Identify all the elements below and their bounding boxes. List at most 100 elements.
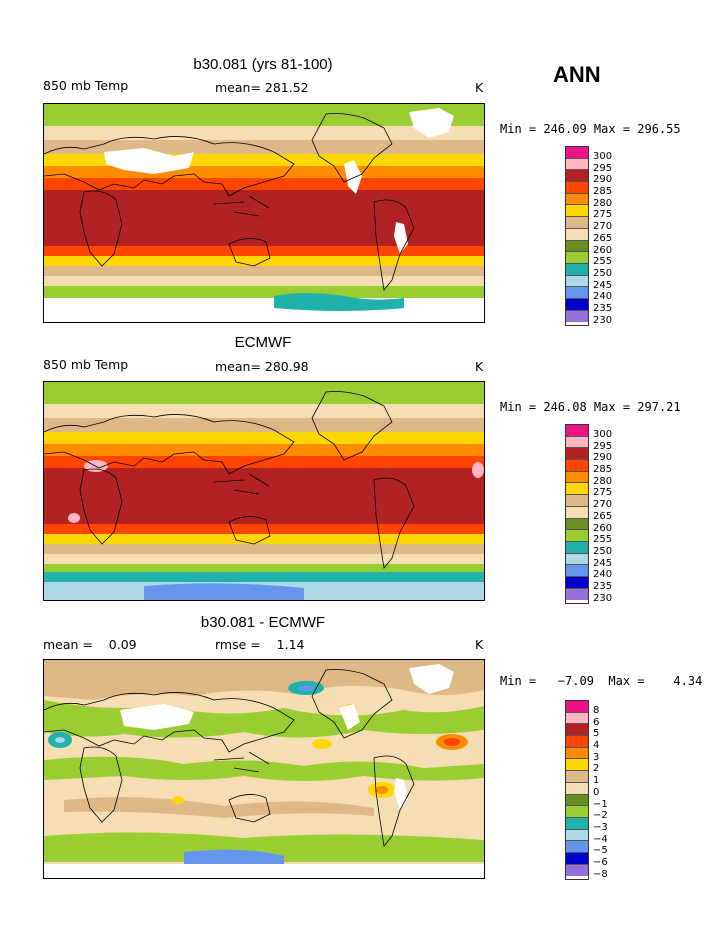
panel1-legend: 300 295 290 285 280 275 270 265 260 255 … — [565, 146, 612, 327]
colorbar-swatch — [566, 771, 588, 783]
panel3-map — [43, 659, 485, 879]
colorbar-swatch — [566, 747, 588, 760]
colorbar-swatch — [566, 864, 588, 877]
colorbar-swatch — [566, 425, 588, 437]
panel3-units: K — [475, 637, 484, 652]
legend-level: 235 — [593, 302, 613, 314]
legend-level: 0 — [593, 786, 600, 798]
colorbar-swatch — [566, 530, 588, 542]
legend-level: 260 — [593, 522, 613, 534]
legend-level: 280 — [593, 197, 613, 209]
colorbar-swatch — [566, 310, 588, 323]
panel3-map-svg — [44, 660, 484, 878]
colorbar-swatch — [566, 506, 588, 519]
legend-level: 285 — [593, 186, 613, 198]
legend-level: 2 — [593, 763, 600, 775]
colorbar-swatch — [566, 252, 588, 264]
legend-level: 300 — [593, 429, 613, 440]
colorbar-swatch — [566, 806, 588, 818]
legend-level: 6 — [593, 716, 600, 728]
colorbar-swatch — [566, 483, 588, 496]
legend-level: 4 — [593, 740, 600, 752]
legend-level: 265 — [593, 232, 613, 244]
colorbar-swatch — [566, 448, 588, 461]
colorbar-swatch — [566, 841, 588, 853]
colorbar-swatch — [566, 852, 588, 865]
legend-level: 8 — [593, 705, 600, 716]
panel1-variable-label: 850 mb Temp — [43, 78, 129, 93]
legend-level: 240 — [593, 569, 613, 581]
colorbar-swatch — [566, 794, 588, 807]
legend-level: 240 — [593, 291, 613, 303]
colorbar-swatch — [566, 588, 588, 601]
panel1-colorbar — [565, 146, 589, 327]
panel3-colorbar — [565, 700, 589, 881]
panel1-title: b30.081 (yrs 81-100) — [193, 56, 333, 73]
legend-level: −5 — [593, 845, 608, 857]
colorbar-swatch — [566, 701, 588, 713]
colorbar-swatch — [566, 576, 588, 589]
legend-level: 1 — [593, 775, 600, 787]
panel2-legend-labels: 300 295 290 285 280 275 270 265 260 255 … — [593, 429, 612, 604]
panel1-minmax: Min = 246.09 Max = 296.55 — [500, 122, 681, 136]
colorbar-swatch — [566, 829, 588, 842]
panel3-minmax: Min = −7.09 Max = 4.34 — [500, 674, 703, 688]
legend-level: 275 — [593, 209, 613, 221]
colorbar-swatch — [566, 287, 588, 299]
legend-level: −4 — [593, 833, 608, 845]
colorbar-swatch — [566, 712, 588, 725]
legend-level: −1 — [593, 798, 608, 810]
legend-level: 270 — [593, 221, 613, 233]
colorbar-swatch — [566, 263, 588, 276]
colorbar-swatch — [566, 495, 588, 507]
panel2-legend: 300 295 290 285 280 275 270 265 260 255 … — [565, 424, 612, 605]
legend-level: 230 — [593, 592, 613, 604]
colorbar-swatch — [566, 565, 588, 577]
colorbar-swatch — [566, 147, 588, 159]
panel1-legend-labels: 300 295 290 285 280 275 270 265 260 255 … — [593, 151, 612, 326]
panel2-minmax: Min = 246.08 Max = 297.21 — [500, 400, 681, 414]
panel2-colorbar — [565, 424, 589, 605]
legend-level: 250 — [593, 545, 613, 557]
legend-level: 265 — [593, 510, 613, 522]
colorbar-swatch — [566, 736, 588, 748]
panel3-rmse-label: rmse = 1.14 — [215, 637, 305, 652]
colorbar-swatch — [566, 217, 588, 229]
panel1-mean-label: mean= 281.52 — [215, 80, 309, 95]
colorbar-swatch — [566, 182, 588, 194]
panel1-map-svg — [44, 104, 484, 322]
legend-level: 275 — [593, 487, 613, 499]
colorbar-swatch — [566, 298, 588, 311]
panel2-map — [43, 381, 485, 601]
legend-level: 290 — [593, 174, 613, 186]
panel2-title: ECMWF — [234, 334, 292, 351]
legend-level: 245 — [593, 279, 613, 291]
legend-level: 235 — [593, 580, 613, 592]
panel3-title: b30.081 - ECMWF — [200, 614, 326, 631]
colorbar-swatch — [566, 205, 588, 218]
panel2-variable-label: 850 mb Temp — [43, 357, 129, 372]
legend-level: 3 — [593, 751, 600, 763]
legend-level: −6 — [593, 856, 608, 868]
colorbar-swatch — [566, 817, 588, 830]
legend-level: 245 — [593, 557, 613, 569]
colorbar-swatch — [566, 228, 588, 241]
legend-level: 5 — [593, 728, 600, 740]
colorbar-swatch — [566, 759, 588, 772]
legend-level: 255 — [593, 256, 613, 268]
legend-level: 280 — [593, 475, 613, 487]
colorbar-swatch — [566, 193, 588, 206]
legend-level: 230 — [593, 314, 613, 326]
legend-level: 270 — [593, 499, 613, 511]
colorbar-swatch — [566, 553, 588, 566]
colorbar-swatch — [566, 436, 588, 449]
colorbar-swatch — [566, 724, 588, 737]
legend-level: −2 — [593, 810, 608, 822]
colorbar-swatch — [566, 240, 588, 253]
colorbar-swatch — [566, 460, 588, 472]
legend-level: 295 — [593, 440, 613, 452]
colorbar-swatch — [566, 275, 588, 288]
panel1-map — [43, 103, 485, 323]
legend-level: 260 — [593, 244, 613, 256]
panel2-map-svg — [44, 382, 484, 600]
